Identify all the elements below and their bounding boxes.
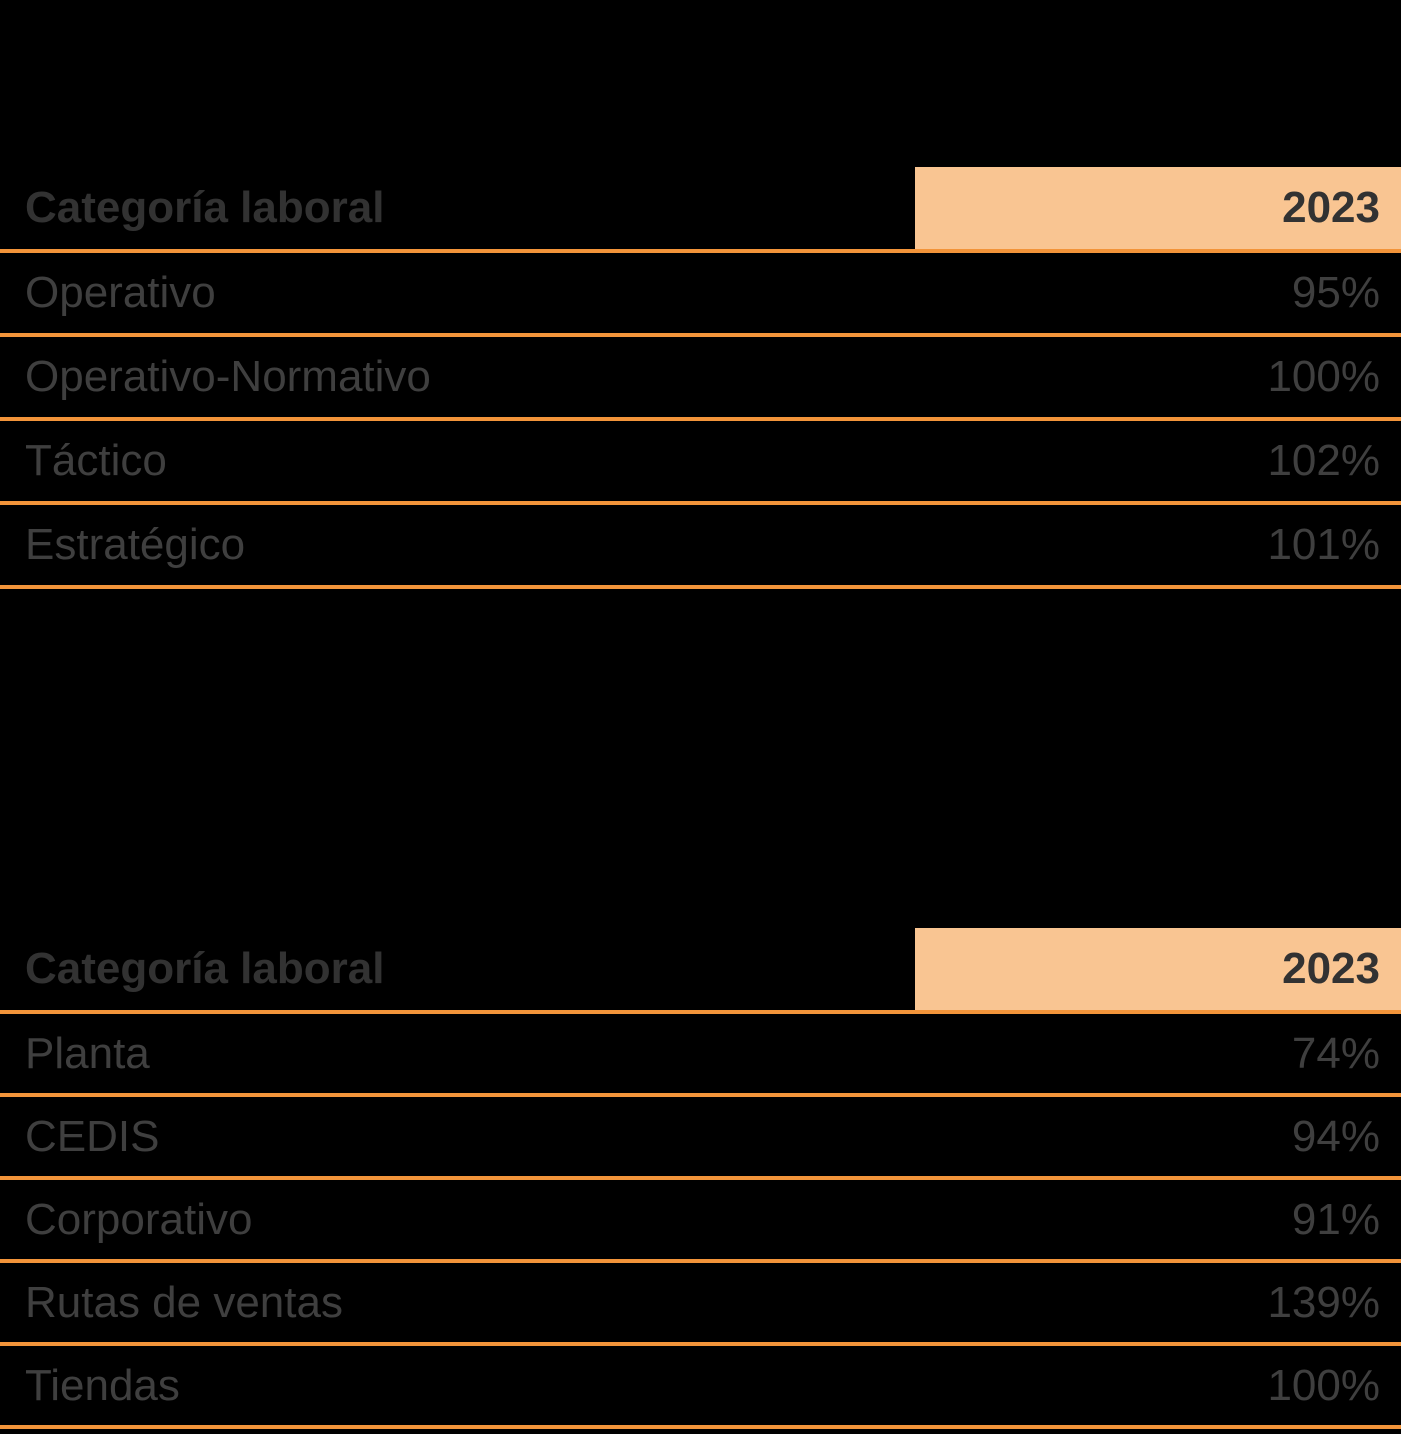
table-categoria-laboral-2: Categoría laboral 2023 Planta 74% CEDIS … (0, 928, 1401, 1429)
category-label: Planta (25, 1028, 150, 1078)
column-header-2023: 2023 (915, 928, 1401, 1010)
table-header-row: Categoría laboral 2023 (0, 928, 1401, 1014)
category-label: Operativo-Normativo (25, 352, 431, 401)
table-row: Operativo-Normativo 100% (0, 337, 1401, 421)
category-label: Corporativo (25, 1194, 253, 1244)
percentage-value: 100% (1267, 352, 1380, 401)
table-categoria-laboral-1: Categoría laboral 2023 Operativo 95% Ope… (0, 167, 1401, 589)
percentage-value: 100% (1267, 1360, 1380, 1410)
table-row: Tiendas 100% (0, 1346, 1401, 1429)
category-label: Tiendas (25, 1360, 180, 1410)
percentage-value: 95% (1291, 268, 1380, 317)
table-row: CEDIS 94% (0, 1097, 1401, 1180)
percentage-value: 101% (1267, 520, 1380, 569)
table-row: Planta 74% (0, 1014, 1401, 1097)
table-header-row: Categoría laboral 2023 (0, 167, 1401, 253)
table-row: Corporativo 91% (0, 1180, 1401, 1263)
table-row: Rutas de ventas 139% (0, 1263, 1401, 1346)
table-row: Operativo 95% (0, 253, 1401, 337)
percentage-value: 91% (1291, 1194, 1380, 1244)
percentage-value: 102% (1267, 436, 1380, 485)
category-label: CEDIS (25, 1111, 160, 1161)
percentage-value: 94% (1291, 1111, 1380, 1161)
category-label: Operativo (25, 268, 216, 317)
percentage-value: 74% (1291, 1028, 1380, 1078)
column-header-categoria-laboral: Categoría laboral (25, 183, 385, 232)
category-label: Estratégico (25, 520, 246, 569)
column-header-2023: 2023 (915, 167, 1401, 249)
column-header-categoria-laboral: Categoría laboral (25, 944, 385, 993)
table-row: Táctico 102% (0, 421, 1401, 505)
table-row: Estratégico 101% (0, 505, 1401, 589)
category-label: Táctico (25, 436, 167, 485)
percentage-value: 139% (1267, 1277, 1380, 1327)
category-label: Rutas de ventas (25, 1277, 343, 1327)
